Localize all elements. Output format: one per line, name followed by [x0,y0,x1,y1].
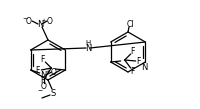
Text: +: + [41,18,45,23]
Text: +: + [45,69,49,74]
Text: O: O [41,82,46,90]
Text: F: F [40,54,44,64]
Text: F: F [136,56,140,66]
Text: N: N [140,62,147,72]
Text: F: F [40,76,44,84]
Text: N: N [37,20,43,28]
Text: −: − [22,15,27,20]
Text: Cl: Cl [126,20,133,28]
Text: O: O [26,16,32,26]
Text: −: − [37,88,42,93]
Text: S: S [50,89,55,97]
Text: O: O [50,67,56,77]
Text: F: F [35,66,39,74]
Text: N: N [84,43,91,53]
Text: F: F [130,66,134,76]
Text: N: N [40,71,47,79]
Text: H: H [85,40,90,46]
Text: O: O [47,16,53,26]
Text: F: F [130,47,134,55]
